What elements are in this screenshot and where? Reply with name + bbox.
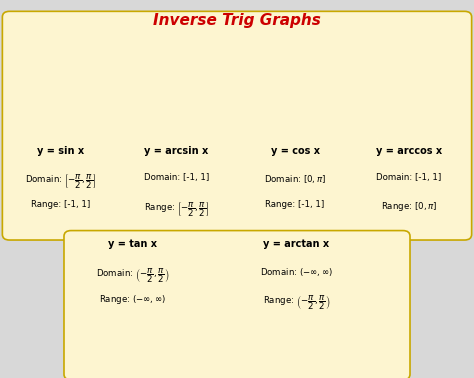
Text: Domain: [-1, 1]: Domain: [-1, 1] (144, 173, 209, 182)
Text: Domain: $(-\infty,\infty)$: Domain: $(-\infty,\infty)$ (260, 266, 333, 278)
Text: y = sin x: y = sin x (37, 146, 84, 155)
Text: Range: $(-\infty,\infty)$: Range: $(-\infty,\infty)$ (99, 293, 166, 306)
Text: y = arccos x: y = arccos x (376, 146, 442, 155)
Text: Domain: $[0,\pi]$: Domain: $[0,\pi]$ (264, 173, 326, 185)
Text: y = arcsin x: y = arcsin x (145, 146, 209, 155)
Text: Range: $\left(-\dfrac{\pi}{2},\dfrac{\pi}{2}\right)$: Range: $\left(-\dfrac{\pi}{2},\dfrac{\pi… (263, 293, 330, 312)
Text: Domain: $\left(-\dfrac{\pi}{2},\dfrac{\pi}{2}\right)$: Domain: $\left(-\dfrac{\pi}{2},\dfrac{\p… (96, 266, 169, 285)
Text: Range: [-1, 1]: Range: [-1, 1] (265, 200, 325, 209)
Text: y = tan x: y = tan x (108, 239, 157, 249)
Text: Range: [-1, 1]: Range: [-1, 1] (31, 200, 90, 209)
Text: Domain: $\left[-\dfrac{\pi}{2},\dfrac{\pi}{2}\right]$: Domain: $\left[-\dfrac{\pi}{2},\dfrac{\p… (25, 173, 96, 191)
Text: y = cos x: y = cos x (271, 146, 319, 155)
Text: y = arctan x: y = arctan x (263, 239, 329, 249)
Text: Range: $[0,\pi]$: Range: $[0,\pi]$ (381, 200, 437, 213)
Text: Inverse Trig Graphs: Inverse Trig Graphs (153, 13, 321, 28)
Text: Domain: [-1, 1]: Domain: [-1, 1] (376, 173, 441, 182)
Text: Range: $\left[-\dfrac{\pi}{2},\dfrac{\pi}{2}\right]$: Range: $\left[-\dfrac{\pi}{2},\dfrac{\pi… (144, 200, 209, 218)
